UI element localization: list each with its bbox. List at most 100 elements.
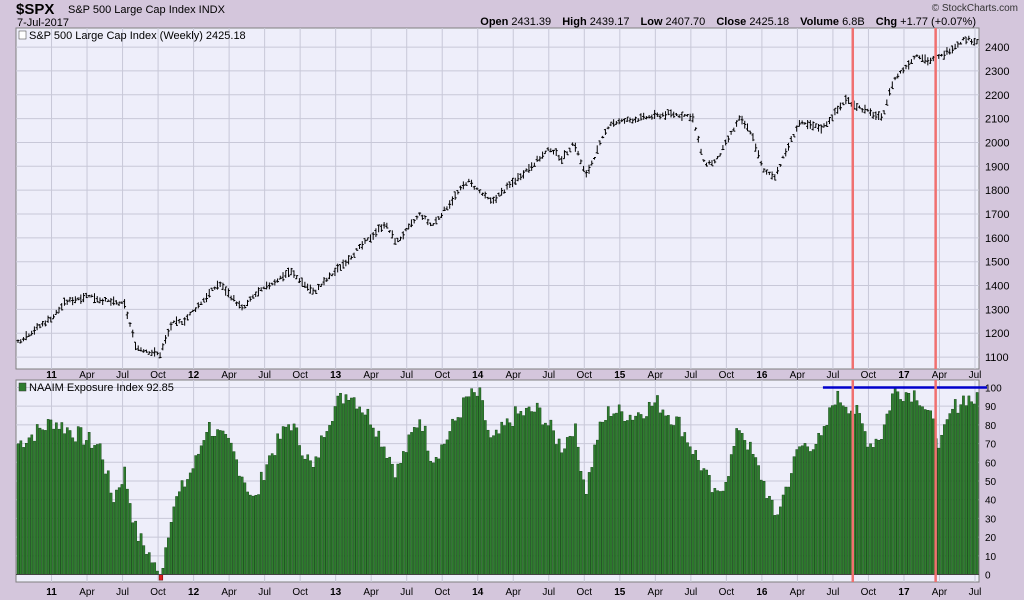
price-bar bbox=[101, 298, 105, 306]
naaim-bar bbox=[943, 424, 946, 575]
naaim-bar bbox=[443, 443, 446, 575]
naaim-y-tick: 20 bbox=[985, 533, 997, 544]
price-bar bbox=[164, 335, 168, 344]
x-tick-label: Apr bbox=[505, 587, 521, 598]
naaim-bar bbox=[593, 444, 596, 575]
price-bar bbox=[475, 187, 479, 190]
naaim-bar bbox=[590, 467, 594, 575]
price-bar bbox=[868, 108, 872, 116]
price-bar bbox=[215, 280, 219, 290]
naaim-bar bbox=[93, 445, 96, 575]
x-tick-label: Oct bbox=[434, 370, 450, 381]
naaim-bar bbox=[891, 393, 894, 575]
price-bar bbox=[573, 142, 577, 152]
naaim-bar bbox=[213, 436, 217, 575]
naaim-bar bbox=[369, 424, 372, 575]
price-bar bbox=[385, 222, 389, 229]
naaim-bar bbox=[30, 434, 34, 575]
price-bar bbox=[295, 275, 299, 280]
price-bar bbox=[166, 328, 170, 337]
naaim-bar bbox=[617, 404, 621, 575]
price-bar bbox=[606, 126, 610, 130]
price-bar bbox=[680, 111, 684, 121]
naaim-bar bbox=[921, 406, 924, 575]
x-tick-label: Jul bbox=[258, 370, 271, 381]
price-bar bbox=[762, 168, 766, 173]
price-bar bbox=[439, 213, 443, 218]
naaim-bar bbox=[647, 401, 651, 575]
x-tick-label: Apr bbox=[932, 587, 948, 598]
naaim-bar bbox=[841, 405, 845, 575]
naaim-bar bbox=[511, 426, 514, 575]
x-tick-label: Apr bbox=[79, 587, 95, 598]
price-bar bbox=[65, 299, 69, 305]
naaim-bar bbox=[27, 437, 31, 575]
naaim-bar bbox=[503, 425, 506, 575]
naaim-bar bbox=[410, 432, 413, 575]
price-bar bbox=[601, 135, 605, 139]
price-bar bbox=[724, 139, 728, 146]
price-bar bbox=[677, 114, 681, 118]
naaim-bar bbox=[311, 466, 315, 575]
price-bar bbox=[674, 112, 678, 116]
price-bar bbox=[950, 45, 954, 54]
price-bar bbox=[147, 351, 151, 355]
naaim-y-tick: 60 bbox=[985, 458, 997, 469]
price-bar bbox=[743, 120, 747, 129]
price-bar bbox=[426, 218, 430, 226]
price-bar bbox=[358, 243, 362, 250]
naaim-bar bbox=[317, 457, 320, 575]
naaim-bar bbox=[907, 393, 911, 575]
naaim-bar bbox=[800, 445, 804, 575]
naaim-bar bbox=[609, 416, 613, 575]
naaim-bar bbox=[371, 427, 375, 575]
price-bar bbox=[453, 191, 457, 200]
naaim-bar bbox=[582, 479, 585, 575]
naaim-bar bbox=[98, 443, 102, 575]
naaim-bar bbox=[956, 412, 960, 575]
naaim-bar bbox=[861, 423, 864, 575]
naaim-bar bbox=[407, 434, 411, 575]
price-bar bbox=[642, 112, 646, 120]
naaim-bar bbox=[366, 408, 370, 575]
naaim-bar bbox=[839, 402, 842, 575]
price-bar bbox=[103, 296, 107, 302]
naaim-bar bbox=[172, 506, 176, 575]
price-bar bbox=[240, 304, 244, 311]
price-bar bbox=[860, 107, 864, 113]
price-bar bbox=[915, 54, 919, 57]
naaim-bar bbox=[620, 411, 624, 575]
naaim-bar bbox=[224, 434, 228, 575]
price-bar bbox=[898, 70, 902, 74]
naaim-bar bbox=[314, 456, 318, 575]
price-bar bbox=[532, 162, 536, 167]
x-tick-label: Oct bbox=[861, 370, 877, 381]
price-bar bbox=[579, 159, 583, 165]
price-bar bbox=[404, 227, 408, 232]
price-y-tick: 2000 bbox=[985, 137, 1009, 149]
price-bar bbox=[710, 160, 714, 167]
price-bar bbox=[478, 189, 482, 194]
chg-label: Chg bbox=[875, 16, 898, 28]
price-bar bbox=[374, 228, 378, 237]
price-bar bbox=[71, 297, 75, 306]
price-bar bbox=[535, 155, 539, 162]
naaim-bar bbox=[667, 415, 670, 575]
x-tick-label: 13 bbox=[330, 370, 342, 381]
price-bar bbox=[30, 330, 34, 336]
price-bar bbox=[360, 241, 364, 250]
naaim-bar bbox=[847, 413, 851, 575]
price-bar bbox=[672, 111, 676, 118]
price-bar bbox=[393, 237, 397, 245]
x-tick-label: Jul bbox=[400, 370, 413, 381]
naaim-bar bbox=[945, 419, 949, 575]
naaim-bar bbox=[940, 434, 943, 575]
naaim-bar bbox=[631, 419, 635, 575]
naaim-bar bbox=[221, 430, 225, 575]
price-bar bbox=[90, 294, 94, 298]
naaim-bar bbox=[751, 454, 755, 575]
price-bar bbox=[592, 157, 596, 160]
naaim-bar bbox=[49, 419, 53, 575]
price-bar bbox=[327, 272, 331, 280]
naaim-bar bbox=[374, 436, 378, 575]
